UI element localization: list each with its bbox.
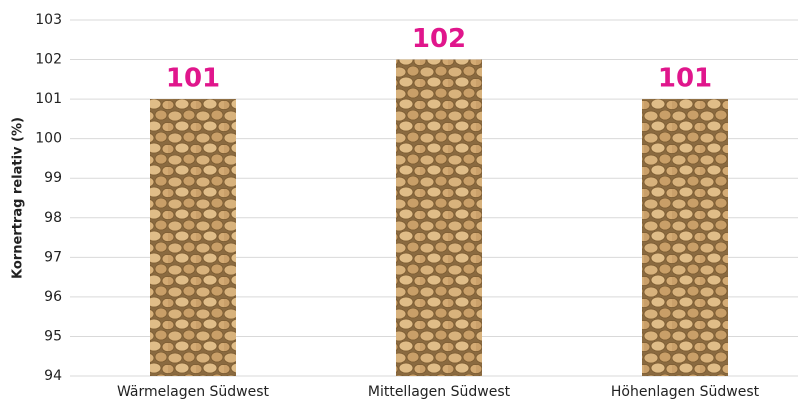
y-tick-label: 95 xyxy=(44,328,62,344)
bar xyxy=(642,99,728,376)
y-tick-label: 100 xyxy=(35,131,62,147)
y-tick-label: 94 xyxy=(44,368,62,384)
y-tick-label: 98 xyxy=(44,210,62,226)
y-tick-label: 96 xyxy=(44,289,62,305)
y-tick-label: 101 xyxy=(35,91,62,107)
x-tick-label: Mittellagen Südwest xyxy=(368,384,511,400)
y-tick-label: 99 xyxy=(44,170,62,186)
data-label: 101 xyxy=(166,64,220,94)
data-label: 101 xyxy=(658,64,712,94)
y-tick-label: 97 xyxy=(44,249,62,265)
y-tick-label: 103 xyxy=(35,12,62,28)
bar xyxy=(396,59,482,377)
data-label: 102 xyxy=(412,24,466,54)
bar xyxy=(150,99,236,376)
x-tick-label: Höhenlagen Südwest xyxy=(611,384,760,400)
y-axis-label: Kornertrag relativ (%) xyxy=(11,117,26,279)
x-tick-label: Wärmelagen Südwest xyxy=(117,384,270,400)
y-tick-label: 102 xyxy=(35,52,62,68)
